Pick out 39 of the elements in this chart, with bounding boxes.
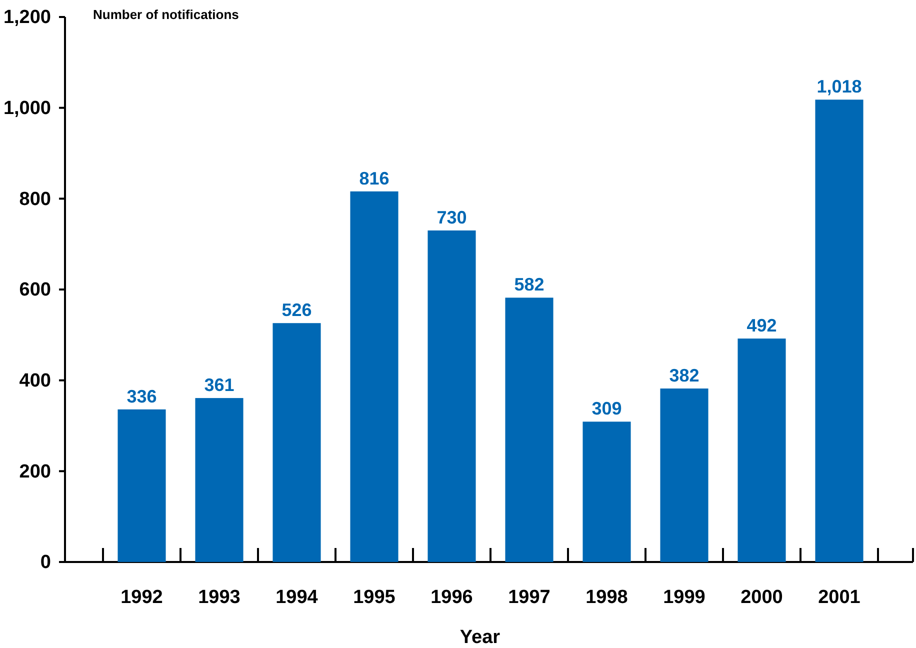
y-tick-label: 800	[19, 188, 51, 210]
data-label: 309	[592, 398, 622, 419]
y-tick-label: 200	[19, 461, 51, 482]
bar	[350, 191, 398, 562]
data-label: 1,018	[816, 76, 862, 97]
bar	[505, 298, 554, 562]
y-tick-label: 600	[19, 280, 51, 301]
bar	[195, 398, 244, 562]
x-tick-label: 1999	[663, 587, 706, 608]
data-label: 382	[669, 366, 700, 386]
x-tick-label: 1995	[353, 587, 396, 608]
data-label: 730	[436, 207, 467, 228]
data-label: 492	[746, 316, 777, 336]
y-axis-title: Number of notifications	[93, 7, 239, 22]
data-label: 336	[126, 386, 157, 406]
x-tick-label: 1994	[276, 587, 318, 608]
y-tick-label: 400	[19, 370, 51, 392]
x-tick-label: 2000	[740, 587, 783, 608]
bar	[815, 100, 864, 562]
y-tick-label: 1,000	[3, 98, 51, 119]
bar	[272, 323, 321, 562]
data-label: 582	[514, 274, 544, 295]
y-tick-label: 0	[40, 552, 51, 574]
bar	[660, 388, 708, 562]
data-label: 526	[282, 300, 312, 320]
x-tick-label: 2001	[818, 587, 861, 608]
bar	[118, 409, 166, 562]
x-tick-label: 1996	[430, 587, 473, 608]
x-tick-label: 1997	[508, 587, 550, 608]
bar	[582, 422, 631, 562]
x-tick-label: 1992	[120, 587, 163, 608]
x-tick-label: 1993	[198, 587, 240, 608]
bar	[738, 338, 786, 562]
y-tick-label: 1,200	[3, 7, 51, 28]
bar	[428, 230, 476, 562]
data-label: 361	[204, 375, 234, 396]
x-axis-title: Year	[460, 627, 501, 648]
x-tick-label: 1998	[586, 587, 628, 608]
data-label: 816	[359, 168, 390, 188]
